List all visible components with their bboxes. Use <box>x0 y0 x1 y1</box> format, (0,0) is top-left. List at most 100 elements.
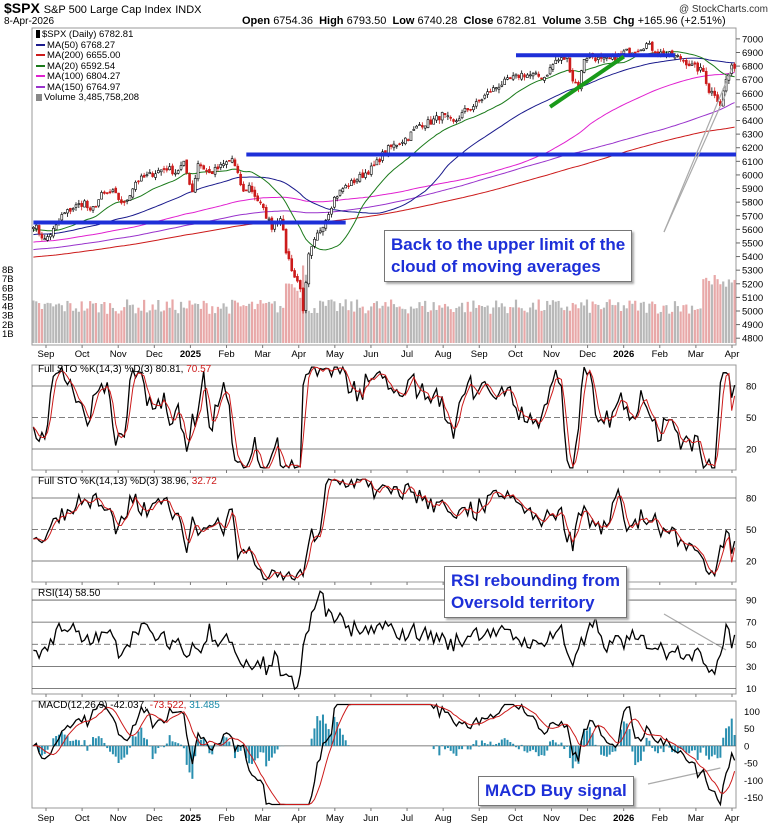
macd-histogram-bar <box>236 745 239 752</box>
macd-histogram-bar <box>245 745 248 759</box>
candle-body <box>455 120 458 123</box>
month-axis-label: Mar <box>688 349 704 360</box>
month-axis-label: May <box>326 813 344 824</box>
macd-histogram-bar <box>109 745 112 752</box>
macd-histogram-bar <box>43 745 46 754</box>
candle-body <box>685 59 688 66</box>
volume-bar <box>639 302 643 343</box>
macd-histogram-bar <box>444 745 447 750</box>
volume-bar <box>602 307 606 343</box>
macd-tick-label: -150 <box>744 793 763 804</box>
macd-histogram-bar <box>540 745 543 756</box>
macd-histogram-bar <box>583 728 586 746</box>
volume-bar <box>412 308 415 343</box>
macd-histogram-bar <box>165 743 168 746</box>
candle-body <box>384 150 387 153</box>
candle-body <box>111 189 115 192</box>
volume-bar <box>228 313 231 343</box>
volume-bar <box>55 304 58 343</box>
macd-histogram-bar <box>273 745 276 754</box>
macd-histogram-bar <box>336 722 339 746</box>
volume-bar <box>426 311 430 343</box>
volume-bar <box>395 307 398 343</box>
volume-bar <box>727 279 731 343</box>
macd-histogram-bar <box>551 739 554 746</box>
volume-bar <box>182 307 185 343</box>
macd-histogram-bar <box>452 745 455 754</box>
candle-body <box>642 48 646 51</box>
candle-body <box>100 192 103 200</box>
candle-body <box>364 172 367 178</box>
candle-body <box>296 276 299 282</box>
volume-bar <box>83 310 86 343</box>
volume-bar <box>605 302 608 343</box>
macd-histogram-bar <box>631 745 634 752</box>
candle-body <box>83 200 86 208</box>
volume-bar <box>97 312 100 343</box>
volume-bar <box>560 307 563 343</box>
callout-rsi-rebound: RSI rebounding from Oversold territory <box>444 566 628 618</box>
macd-histogram-bar <box>659 745 662 749</box>
price-tick-label: 5500 <box>742 238 763 249</box>
sto-slow-d-line <box>33 478 736 580</box>
volume-bar <box>140 310 143 343</box>
month-axis-label: 2026 <box>613 813 634 824</box>
volume-bar <box>724 286 728 343</box>
candle-body <box>653 51 657 54</box>
candle-body <box>386 145 390 154</box>
volume-bar <box>384 302 387 343</box>
macd-histogram-bar <box>515 745 517 748</box>
candle-body <box>520 72 523 80</box>
candle-body <box>145 174 149 177</box>
macd-histogram-bar <box>89 744 92 746</box>
volume-bar <box>239 306 242 343</box>
candle-body <box>401 141 404 144</box>
candle-body <box>199 164 203 167</box>
volume-bar <box>364 313 367 343</box>
volume-bar <box>284 283 288 343</box>
month-axis-label: Dec <box>579 813 596 824</box>
macd-histogram-bar <box>480 740 483 746</box>
candle-body <box>103 191 106 194</box>
candle-body <box>71 208 75 211</box>
candle-body <box>210 171 214 174</box>
ohlc-summary: Open 6754.36 High 6793.50 Low 6740.28 Cl… <box>242 15 726 27</box>
macd-histogram-bar <box>205 744 208 746</box>
candle-body <box>230 158 234 163</box>
volume-bar <box>486 305 489 343</box>
candle-body <box>236 165 240 173</box>
volume-bar <box>336 311 339 343</box>
macd-histogram-bar <box>600 745 603 755</box>
volume-bar <box>429 310 432 343</box>
candle-body <box>537 73 541 77</box>
volume-bar <box>213 313 217 343</box>
candle-body <box>548 67 552 75</box>
volume-bar <box>381 305 384 343</box>
candle-body <box>531 73 535 77</box>
candle-body <box>330 207 333 215</box>
macd-histogram-bar <box>160 745 163 747</box>
candle-body <box>557 59 560 62</box>
volume-bar <box>131 304 134 343</box>
callout-moving-average-cloud: Back to the upper limit of the cloud of … <box>384 230 633 282</box>
month-axis-label: Aug <box>435 349 452 360</box>
volume-bar <box>551 300 555 343</box>
candle-body <box>338 189 342 196</box>
macd-histogram-bar <box>180 744 183 746</box>
macd-histogram-bar <box>197 738 200 746</box>
volume-bar <box>699 308 702 343</box>
macd-tick-label: -50 <box>744 759 758 770</box>
macd-histogram-bar <box>722 737 725 746</box>
candle-body <box>120 199 123 204</box>
candle-body <box>648 43 651 45</box>
candle-body <box>117 192 120 200</box>
volume-bar <box>733 279 736 343</box>
candle-body <box>418 124 421 126</box>
macd-histogram-bar <box>475 740 478 746</box>
macd-histogram-bar <box>554 742 557 746</box>
month-axis-label: Nov <box>110 349 127 360</box>
stockcharts-watermark: @ StockCharts.com <box>678 4 768 15</box>
volume-bar <box>449 309 452 343</box>
candle-body <box>687 63 691 67</box>
